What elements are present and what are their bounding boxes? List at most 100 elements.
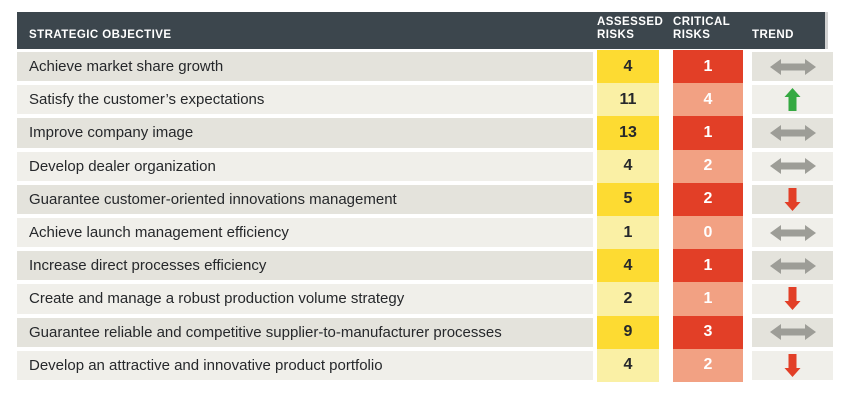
table-row: Increase direct processes efficiency 4 1 <box>17 249 833 283</box>
left-right-arrow-icon <box>769 257 816 274</box>
objective-label: Increase direct processes efficiency <box>29 257 267 275</box>
objective-label: Create and manage a robust production vo… <box>29 290 405 308</box>
column-header-critical-risks: CRITICAL RISKS <box>673 15 731 42</box>
critical-risks-cell: 2 <box>673 182 743 216</box>
left-right-arrow-icon <box>769 324 816 341</box>
assessed-risks-value: 9 <box>623 323 633 341</box>
objective-label: Develop dealer organization <box>29 157 216 175</box>
critical-risks-value: 1 <box>703 123 713 141</box>
column-gap <box>659 316 673 349</box>
column-gap <box>743 216 752 249</box>
column-gap <box>659 282 673 315</box>
column-gap <box>659 150 673 183</box>
assessed-risks-value: 5 <box>623 190 633 208</box>
down-arrow-icon <box>784 287 801 311</box>
column-gap <box>743 183 752 216</box>
left-right-arrow-icon <box>769 58 816 75</box>
column-gap <box>743 249 752 282</box>
table-row: Develop dealer organization 4 2 <box>17 149 833 183</box>
table-row: Achieve market share growth 4 1 <box>17 50 833 84</box>
column-gap <box>659 50 673 83</box>
trend-cell <box>752 184 833 214</box>
assessed-risks-value: 11 <box>619 90 637 108</box>
column-gap <box>743 349 752 382</box>
critical-risks-value: 2 <box>703 157 713 175</box>
left-right-arrow-icon <box>769 158 816 175</box>
objective-label: Achieve market share growth <box>29 58 224 76</box>
assessed-risks-value: 4 <box>623 256 633 274</box>
column-header-trend: TREND <box>752 29 794 42</box>
table-row: Develop an attractive and innovative pro… <box>17 348 833 382</box>
column-gap <box>743 116 752 149</box>
critical-risks-value: 3 <box>703 323 713 341</box>
trend-cell <box>752 251 833 281</box>
assessed-risks-cell: 5 <box>597 182 659 216</box>
table-row: Guarantee reliable and competitive suppl… <box>17 315 833 349</box>
trend-cell <box>752 317 833 347</box>
table-row: Improve company image 13 1 <box>17 116 833 150</box>
trend-cell <box>752 217 833 248</box>
objective-cell: Guarantee reliable and competitive suppl… <box>17 317 593 347</box>
assessed-risks-cell: 11 <box>597 83 659 117</box>
assessed-risks-value: 2 <box>623 289 633 307</box>
assessed-risks-value: 4 <box>623 57 633 75</box>
objective-cell: Develop dealer organization <box>17 151 593 181</box>
critical-risks-value: 2 <box>703 190 713 208</box>
critical-risks-cell: 0 <box>673 215 743 250</box>
column-gap <box>659 83 673 116</box>
assessed-risks-cell: 9 <box>597 315 659 349</box>
column-gap <box>743 316 752 349</box>
assessed-risks-value: 4 <box>623 356 633 374</box>
objective-cell: Achieve launch management efficiency <box>17 217 593 248</box>
table-header: STRATEGIC OBJECTIVE ASSESSED RISKS CRITI… <box>17 12 825 49</box>
critical-risks-cell: 2 <box>673 348 743 382</box>
column-gap <box>659 349 673 382</box>
column-gap <box>659 216 673 249</box>
trend-cell <box>752 85 833 115</box>
table-row: Satisfy the customer’s expectations 11 4 <box>17 83 833 117</box>
critical-risks-value: 1 <box>703 57 713 75</box>
objective-label: Achieve launch management efficiency <box>29 224 289 242</box>
critical-risks-value: 2 <box>703 356 713 374</box>
objective-cell: Create and manage a robust production vo… <box>17 284 593 314</box>
column-header-strategic-objective: STRATEGIC OBJECTIVE <box>29 29 172 42</box>
objective-label: Guarantee reliable and competitive suppl… <box>29 323 502 341</box>
column-gap <box>743 83 752 116</box>
objective-cell: Improve company image <box>17 118 593 148</box>
objective-cell: Guarantee customer-oriented innovations … <box>17 184 593 214</box>
objective-label: Develop an attractive and innovative pro… <box>29 356 383 374</box>
trend-cell <box>752 350 833 380</box>
column-gap <box>659 116 673 149</box>
assessed-risks-value: 4 <box>623 157 633 175</box>
table: STRATEGIC OBJECTIVE ASSESSED RISKS CRITI… <box>17 12 833 382</box>
column-gap <box>659 183 673 216</box>
objective-cell: Satisfy the customer’s expectations <box>17 85 593 115</box>
assessed-risks-value: 1 <box>623 223 633 241</box>
critical-risks-cell: 1 <box>673 282 743 316</box>
objective-label: Improve company image <box>29 124 194 142</box>
assessed-risks-cell: 1 <box>597 215 659 250</box>
objective-label: Guarantee customer-oriented innovations … <box>29 190 397 208</box>
assessed-risks-cell: 4 <box>597 50 659 84</box>
critical-risks-cell: 1 <box>673 50 743 84</box>
objective-cell: Develop an attractive and innovative pro… <box>17 350 593 380</box>
critical-risks-cell: 4 <box>673 83 743 117</box>
column-header-assessed-risks: ASSESSED RISKS <box>597 15 664 42</box>
table-body: Achieve market share growth 4 1 Satisfy … <box>17 50 833 382</box>
trend-cell <box>752 118 833 148</box>
up-arrow-icon <box>784 88 801 112</box>
assessed-risks-cell: 13 <box>597 116 659 150</box>
left-right-arrow-icon <box>769 124 816 141</box>
column-gap <box>743 50 752 83</box>
critical-risks-value: 1 <box>703 256 713 274</box>
trend-cell <box>752 151 833 181</box>
objective-cell: Achieve market share growth <box>17 52 593 82</box>
assessed-risks-cell: 2 <box>597 282 659 316</box>
table-row: Create and manage a robust production vo… <box>17 282 833 316</box>
critical-risks-cell: 3 <box>673 315 743 349</box>
objective-cell: Increase direct processes efficiency <box>17 251 593 281</box>
table-row: Guarantee customer-oriented innovations … <box>17 182 833 216</box>
table-row: Achieve launch management efficiency 1 0 <box>17 215 833 250</box>
assessed-risks-cell: 4 <box>597 348 659 382</box>
trend-cell <box>752 52 833 82</box>
